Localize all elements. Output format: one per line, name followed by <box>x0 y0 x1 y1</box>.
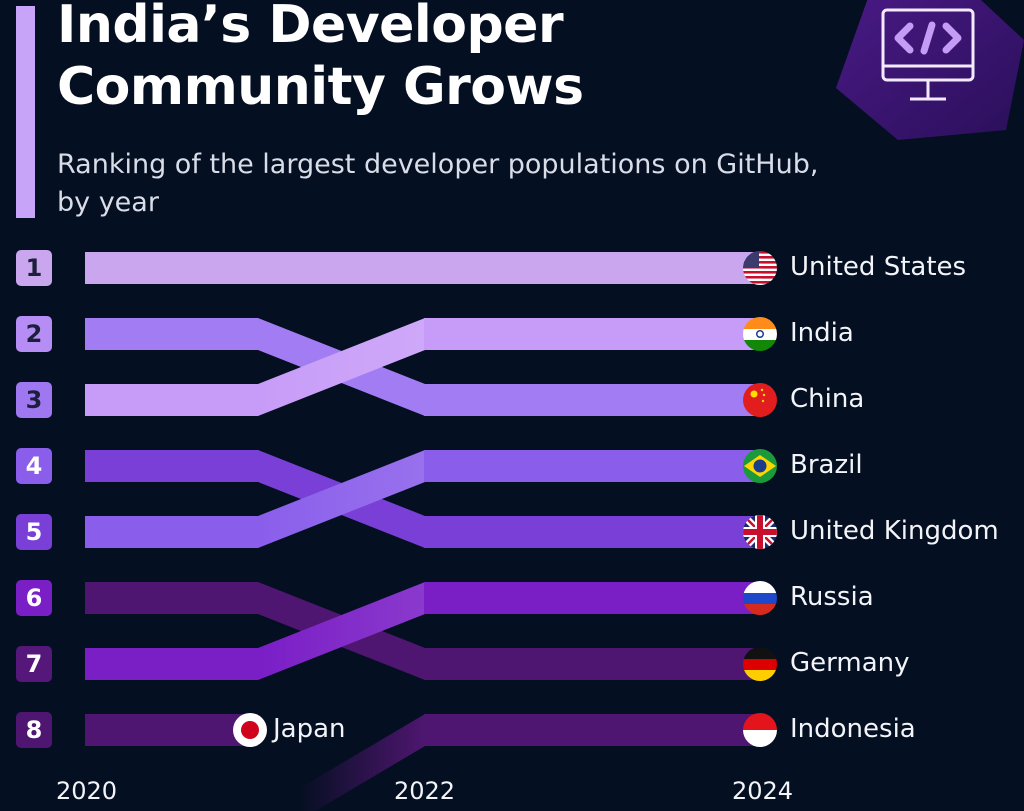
uk-flag-icon <box>743 515 777 549</box>
bar-segment-japan-2020 <box>85 714 258 746</box>
rank-badge-3: 3 <box>16 382 52 418</box>
bar-segment-united-states-2020 <box>85 252 258 284</box>
rank-badge-2: 2 <box>16 316 52 352</box>
russia-flag-icon <box>743 581 777 615</box>
bar-segment-india-2020 <box>85 384 258 416</box>
country-label-india: India <box>790 318 854 348</box>
title-accent-bar <box>16 6 35 218</box>
bar-transition-brazil <box>258 450 425 548</box>
computer-code-icon <box>836 0 1024 140</box>
bar-segment-brazil-2024 <box>424 450 762 482</box>
japan-flag-icon <box>233 713 267 747</box>
bar-segment-germany-2020 <box>85 582 258 614</box>
bar-segment-india-2024 <box>424 318 762 350</box>
title-line-2: Community Grows <box>57 57 584 117</box>
x-tick-2022: 2022 <box>394 777 456 805</box>
china-flag-icon <box>743 383 777 417</box>
bar-segment-russia-2020 <box>85 648 258 680</box>
rank-badge-8: 8 <box>16 712 52 748</box>
series-united-kingdom <box>85 450 762 548</box>
country-label-japan: Japan <box>273 714 346 744</box>
us-flag-icon <box>743 251 777 285</box>
bar-segment-united-kingdom-2024 <box>424 516 762 548</box>
country-label-russia: Russia <box>790 582 874 612</box>
rank-badge-6: 6 <box>16 580 52 616</box>
country-label-china: China <box>790 384 865 414</box>
country-label-brazil: Brazil <box>790 450 863 480</box>
bar-transition-united-states <box>258 252 425 284</box>
subtitle-line-2: by year <box>57 187 159 218</box>
rank-badge-4: 4 <box>16 448 52 484</box>
rank-badge-1: 1 <box>16 250 52 286</box>
bar-segment-brazil-2020 <box>85 516 258 548</box>
indonesia-flag-icon <box>743 713 777 747</box>
series-india <box>85 318 762 416</box>
chart-subtitle: Ranking of the largest developer populat… <box>57 146 818 222</box>
bar-transition-indonesia <box>300 714 425 811</box>
bar-segment-china-2020 <box>85 318 258 350</box>
series-japan <box>85 714 258 746</box>
title-line-1: India’s Developer <box>57 0 564 55</box>
x-tick-2024: 2024 <box>732 777 794 805</box>
subtitle-line-1: Ranking of the largest developer populat… <box>57 149 819 180</box>
country-label-indonesia: Indonesia <box>790 714 916 744</box>
series-indonesia <box>300 714 762 811</box>
country-label-germany: Germany <box>790 648 910 678</box>
chart-title: India’s Developer Community Grows <box>57 0 584 118</box>
india-flag-icon <box>743 317 777 351</box>
country-label-united-states: United States <box>790 252 967 282</box>
country-label-united-kingdom: United Kingdom <box>790 516 999 546</box>
x-tick-2020: 2020 <box>56 777 118 805</box>
rank-badge-7: 7 <box>16 646 52 682</box>
bar-transition-russia <box>258 582 425 680</box>
series-russia <box>85 582 762 680</box>
series-united-states <box>85 252 762 284</box>
bar-transition-india <box>258 318 425 416</box>
bar-segment-germany-2024 <box>424 648 762 680</box>
series-brazil <box>85 450 762 548</box>
germany-flag-icon <box>743 647 777 681</box>
bar-segment-russia-2024 <box>424 582 762 614</box>
bar-segment-united-states-2024 <box>424 252 762 284</box>
bar-segment-china-2024 <box>424 384 762 416</box>
bar-segment-united-kingdom-2020 <box>85 450 258 482</box>
brazil-flag-icon <box>743 449 777 483</box>
bar-segment-indonesia-2024 <box>424 714 762 746</box>
rank-badge-5: 5 <box>16 514 52 550</box>
